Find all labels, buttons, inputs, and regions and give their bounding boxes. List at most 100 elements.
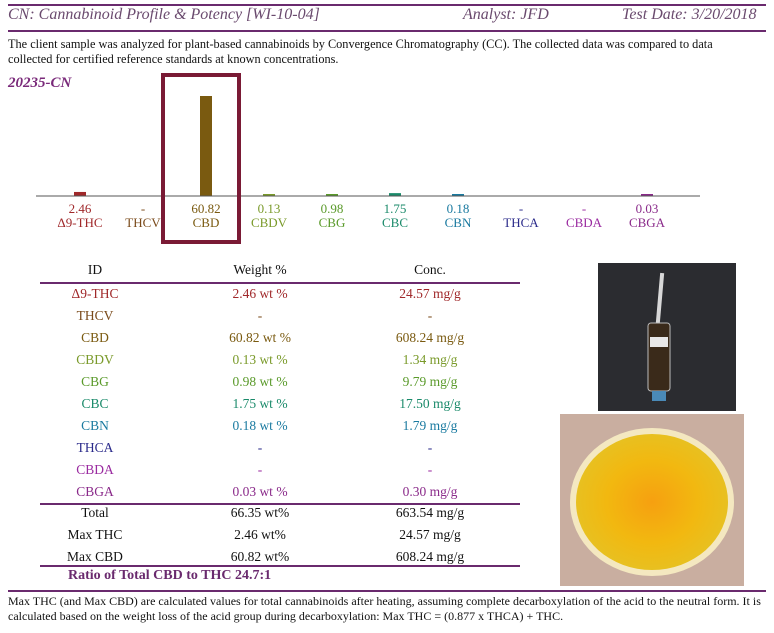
table-header: ID Weight % Conc. [40, 260, 520, 282]
totals-row: Max THC 2.46 wt% 24.57 mg/g [40, 525, 520, 547]
table-row: CBN 0.18 wt % 1.79 mg/g [40, 416, 520, 438]
cell-id: Total [81, 505, 109, 520]
cell-weight: - [257, 440, 263, 455]
bar-label: - CBDA [553, 202, 615, 230]
analyst-label: Analyst: JFD [463, 6, 549, 23]
cbd-highlight-box [161, 73, 241, 244]
cell-id: CBDV [76, 352, 114, 367]
cell-id: CBGA [76, 484, 114, 499]
cell-weight: 0.03 wt % [232, 484, 288, 499]
cell-weight: 66.35 wt% [230, 505, 290, 520]
cell-id: Max CBD [67, 549, 123, 564]
intro-text: The client sample was analyzed for plant… [8, 37, 713, 66]
cell-conc: 1.34 mg/g [402, 352, 458, 367]
syringe-image [598, 263, 736, 411]
bar-label: 1.75 CBC [364, 202, 426, 230]
cell-conc: 24.57 mg/g [399, 286, 461, 301]
header-rule [8, 30, 766, 32]
cell-id: Max THC [67, 527, 123, 542]
table-rule [40, 503, 520, 505]
table-row: THCV - - [40, 306, 520, 328]
bar-category-label: CBG [318, 215, 346, 230]
bar-label: 60.82 CBD [175, 202, 237, 230]
bar-label: 0.98 CBG [301, 202, 363, 230]
table-row: Δ9-THC 2.46 wt % 24.57 mg/g [40, 284, 520, 306]
section-title: CN: Cannabinoid Profile & Potency [WI-10… [8, 6, 320, 23]
bar-value-label: - [581, 201, 587, 216]
cell-id: THCA [76, 440, 114, 455]
cell-id: Δ9-THC [71, 286, 119, 301]
bar-category-label: CBN [444, 215, 472, 230]
cell-weight: 1.75 wt % [232, 396, 288, 411]
bar-cbc [389, 193, 401, 196]
bar-cbd [200, 96, 212, 196]
bar-category-label: CBDV [250, 215, 288, 230]
table-row: THCA - - [40, 438, 520, 460]
bar-value-label: - [140, 201, 146, 216]
bar-category-label: CBC [381, 215, 408, 230]
cell-weight: 60.82 wt% [230, 549, 290, 564]
cell-id: CBG [81, 374, 109, 389]
bar-value-label: 2.46 [68, 201, 92, 216]
table-row: CBD 60.82 wt % 608.24 mg/g [40, 328, 520, 350]
bar-category-label: CBDA [565, 215, 603, 230]
cell-weight: 0.18 wt % [232, 418, 288, 433]
cell-conc: 663.54 mg/g [395, 505, 465, 520]
cell-id: THCV [76, 308, 114, 323]
bar-category-label: THCV [125, 215, 161, 230]
bar-value-label: 0.98 [320, 201, 344, 216]
table-row: CBGA 0.03 wt % 0.30 mg/g [40, 482, 520, 504]
oil-dish-image [560, 414, 744, 586]
cbd-thc-ratio: Ratio of Total CBD to THC 24.7:1 [68, 568, 272, 583]
sample-id: 20235-CN [8, 75, 72, 91]
cell-weight: 0.13 wt % [232, 352, 288, 367]
bar-category-label: CBD [192, 215, 220, 230]
cell-id: CBC [81, 396, 109, 411]
sample-dish-photo [560, 414, 744, 586]
bar-cbdv [263, 194, 275, 196]
cell-weight: 60.82 wt % [229, 330, 291, 345]
bar-value-label: 60.82 [191, 201, 221, 216]
column-header: Weight % [233, 262, 287, 277]
chart-svg [36, 96, 700, 197]
totals-row: Total 66.35 wt% 663.54 mg/g [40, 503, 520, 525]
bar-cbn [452, 194, 464, 196]
cell-id: CBDA [76, 462, 114, 477]
top-rule [8, 4, 766, 6]
footer-rule [8, 590, 766, 592]
sample-syringe-photo [598, 263, 736, 411]
bar-value-label: - [518, 201, 524, 216]
cell-conc: 608.24 mg/g [395, 330, 465, 345]
table-row: CBG 0.98 wt % 9.79 mg/g [40, 372, 520, 394]
report-header: CN: Cannabinoid Profile & Potency [WI-10… [8, 6, 766, 28]
cell-conc: 0.30 mg/g [402, 484, 458, 499]
bar-cbga [641, 194, 653, 196]
cell-conc: - [427, 308, 433, 323]
cell-id: CBN [81, 418, 109, 433]
bar-label: 0.18 CBN [427, 202, 489, 230]
column-header: ID [87, 262, 103, 277]
cell-weight: 2.46 wt% [234, 527, 286, 542]
bar-category-label: Δ9-THC [57, 215, 103, 230]
cell-id: CBD [81, 330, 109, 345]
table-row: CBDA - - [40, 460, 520, 482]
bar-value-label: 1.75 [383, 201, 407, 216]
test-date-label: Test Date: 3/20/2018 [622, 6, 757, 23]
table-row: CBC 1.75 wt % 17.50 mg/g [40, 394, 520, 416]
potency-chart: 2.46 Δ9-THC - THCV 60.82 CBD 0.13 CBDV 0.98 CBG 1.… [0, 90, 774, 250]
bar-label: 2.46 Δ9-THC [49, 202, 111, 230]
cell-conc: 9.79 mg/g [402, 374, 458, 389]
totals-row: Max CBD 60.82 wt% 608.24 mg/g [40, 547, 520, 569]
bar-value-label: 0.13 [257, 201, 281, 216]
bar-label: - THCV [112, 202, 174, 230]
bar-category-label: CBGA [628, 215, 666, 230]
cell-conc: 24.57 mg/g [399, 527, 461, 542]
bar-9thc [74, 191, 86, 196]
cell-conc: 608.24 mg/g [395, 549, 465, 564]
bar-label: 0.13 CBDV [238, 202, 300, 230]
bar-value-label: 0.03 [635, 201, 659, 216]
table-row: CBDV 0.13 wt % 1.34 mg/g [40, 350, 520, 372]
table-rule [40, 282, 520, 284]
bar-label: 0.03 CBGA [616, 202, 678, 230]
cell-conc: - [427, 440, 433, 455]
